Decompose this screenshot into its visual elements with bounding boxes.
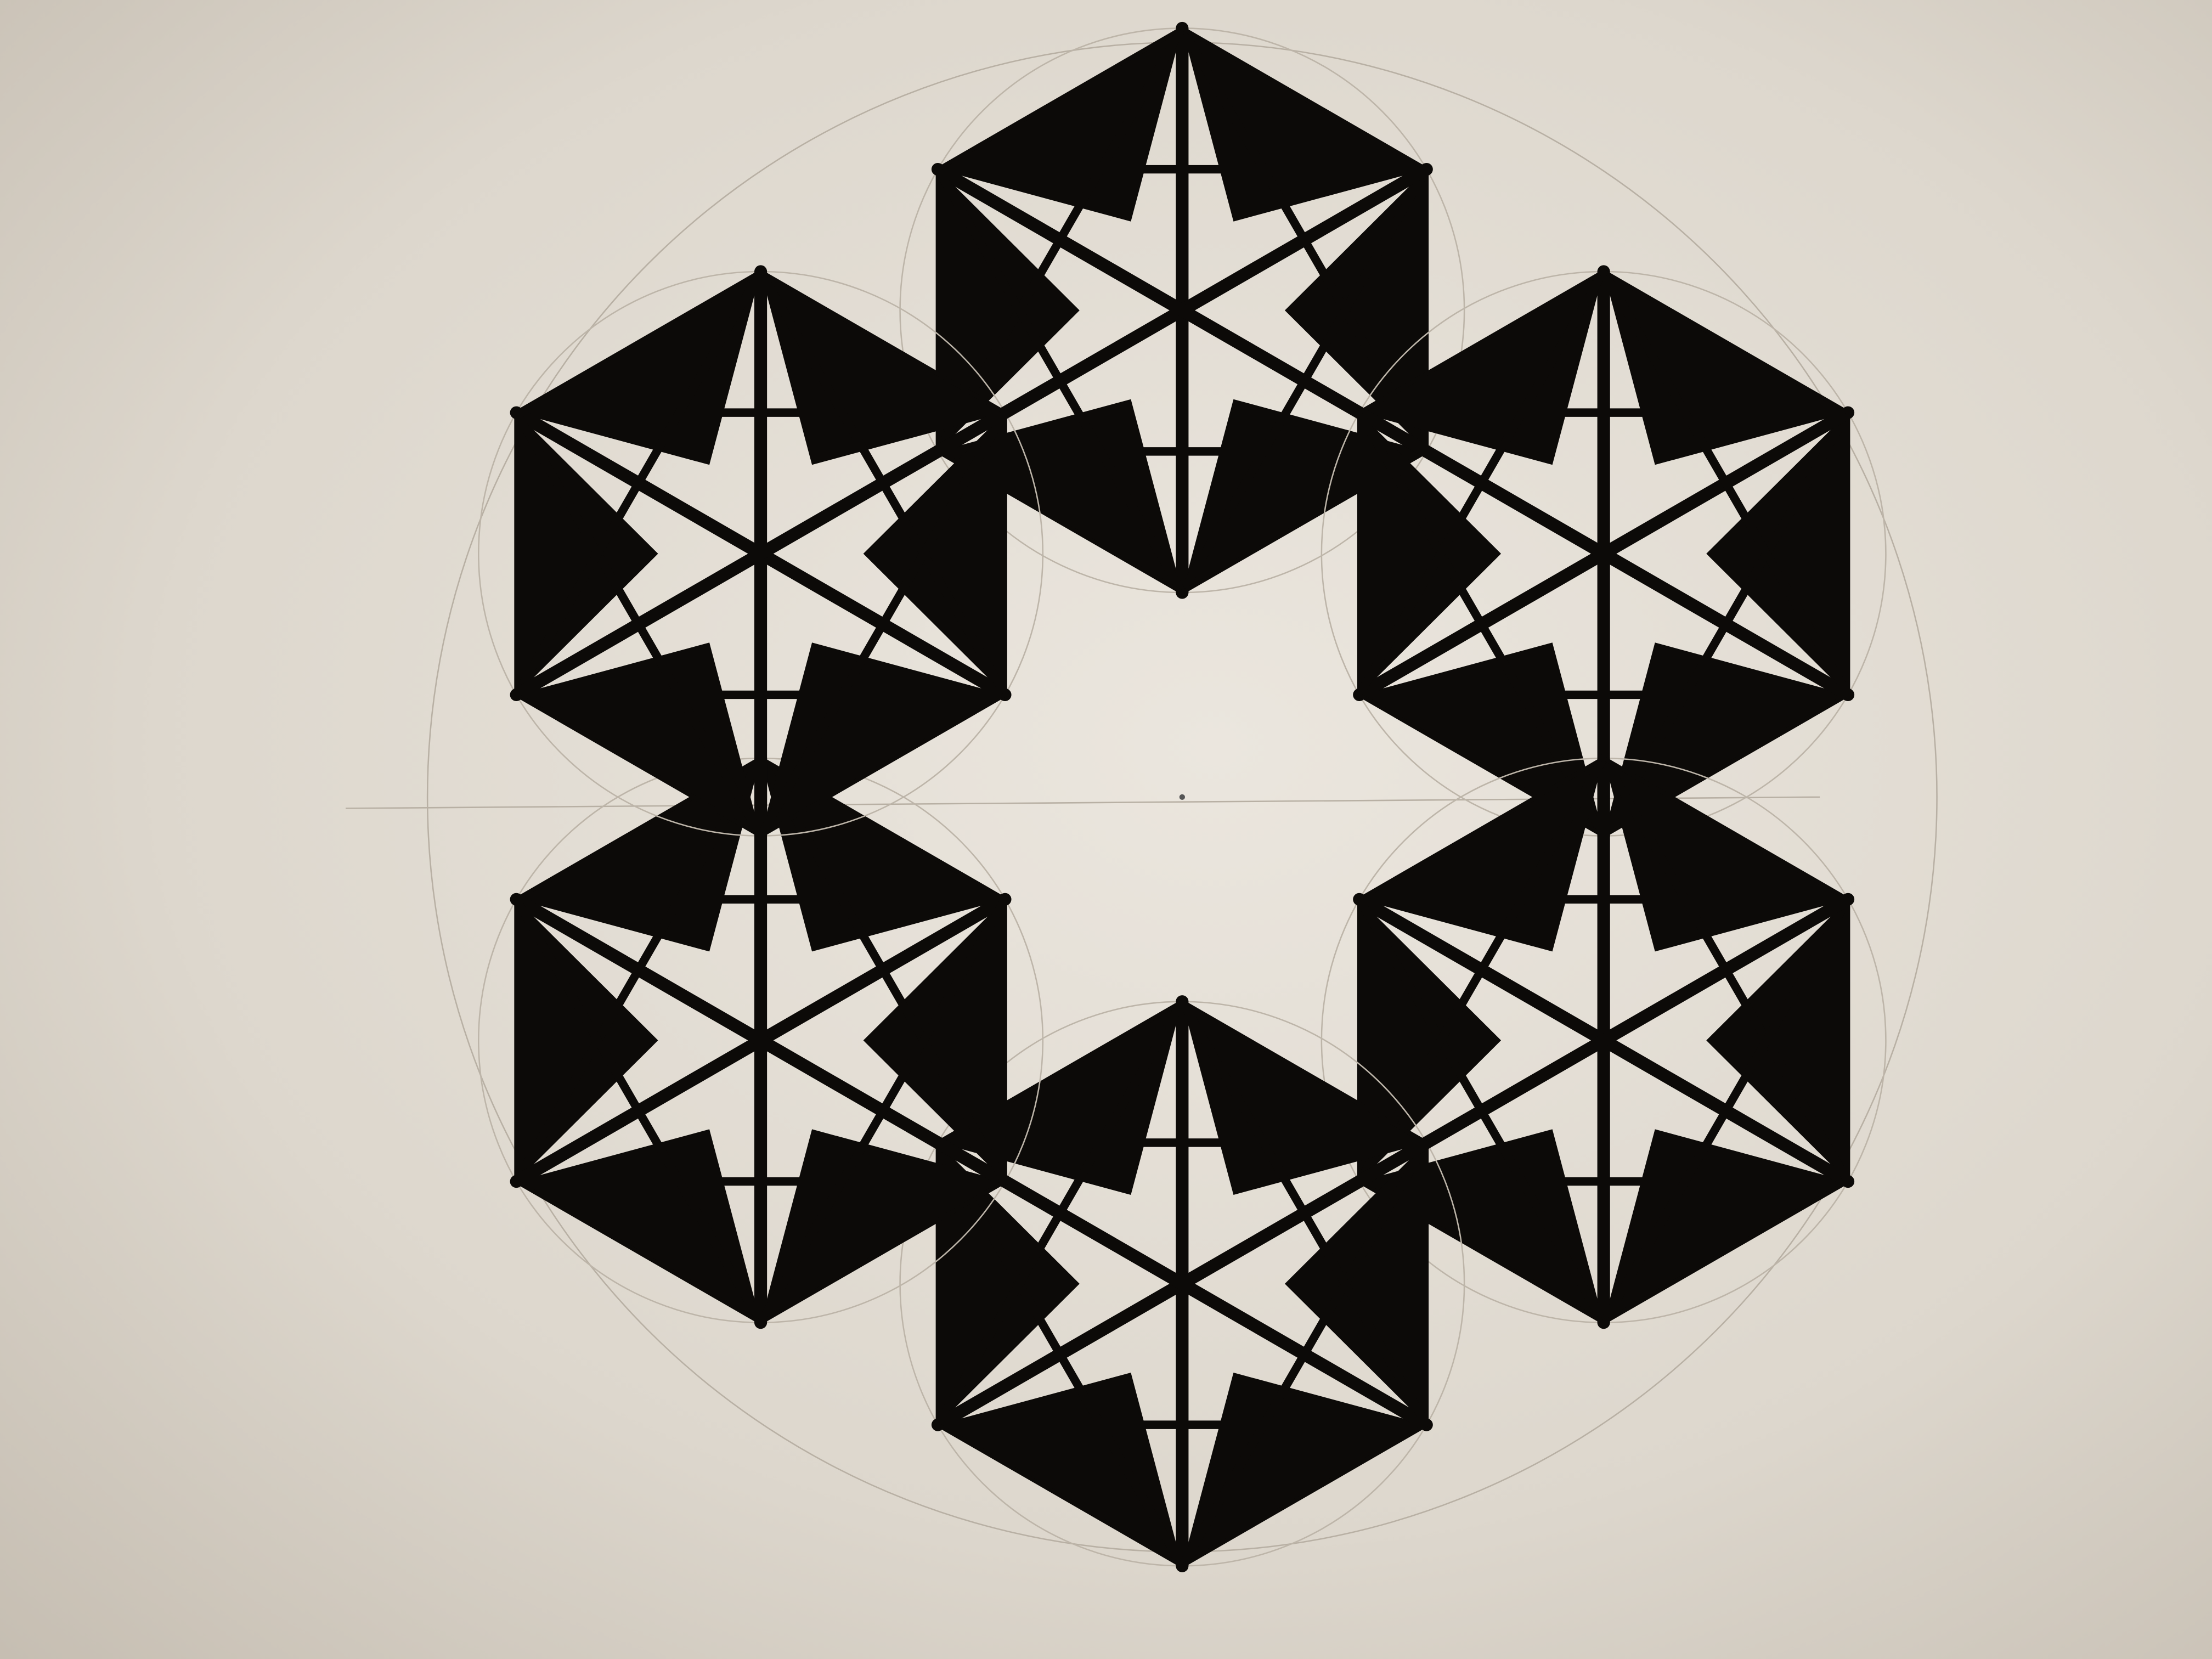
ink-chord (931, 1136, 1433, 1431)
ink-outline (935, 999, 1429, 1568)
ink-chord (512, 895, 765, 1327)
ink-triangle (863, 413, 1005, 695)
ink-chord (1178, 997, 1431, 1429)
center-dot (1179, 794, 1185, 800)
ink-triangle (516, 413, 658, 695)
ink-triangle (938, 169, 1080, 452)
ink-chord (1355, 408, 1608, 840)
ink-chord (512, 267, 765, 699)
ink-chord (1599, 267, 1853, 699)
ink-chord (756, 895, 1009, 1327)
ink-chord (933, 165, 1187, 597)
ink-chord (1355, 267, 1608, 699)
ink-triangle (1706, 899, 1848, 1182)
ink-chord (756, 408, 1009, 840)
ink-chord (510, 406, 1012, 702)
ink-triangle (1359, 899, 1502, 1182)
ink-outline (514, 756, 1007, 1325)
ink-triangle (1706, 413, 1848, 695)
ink-chord (1355, 754, 1608, 1186)
ink-outline (1357, 756, 1850, 1325)
ink-chord (756, 754, 1009, 1186)
ink-chord (1353, 893, 1855, 1188)
ink-outline (1357, 269, 1850, 838)
ink-triangle (1284, 169, 1427, 452)
ink-triangle (863, 899, 1005, 1182)
ink-triangle (1284, 1142, 1427, 1425)
ink-triangle (1359, 413, 1502, 695)
ink-triangle (516, 899, 658, 1182)
ink-drawing (345, 21, 1938, 1572)
ink-triangle (938, 1142, 1080, 1425)
ink-chord (931, 163, 1433, 458)
ink-chord (1599, 895, 1853, 1327)
ink-outline (935, 26, 1429, 595)
ink-outline (514, 269, 1007, 838)
